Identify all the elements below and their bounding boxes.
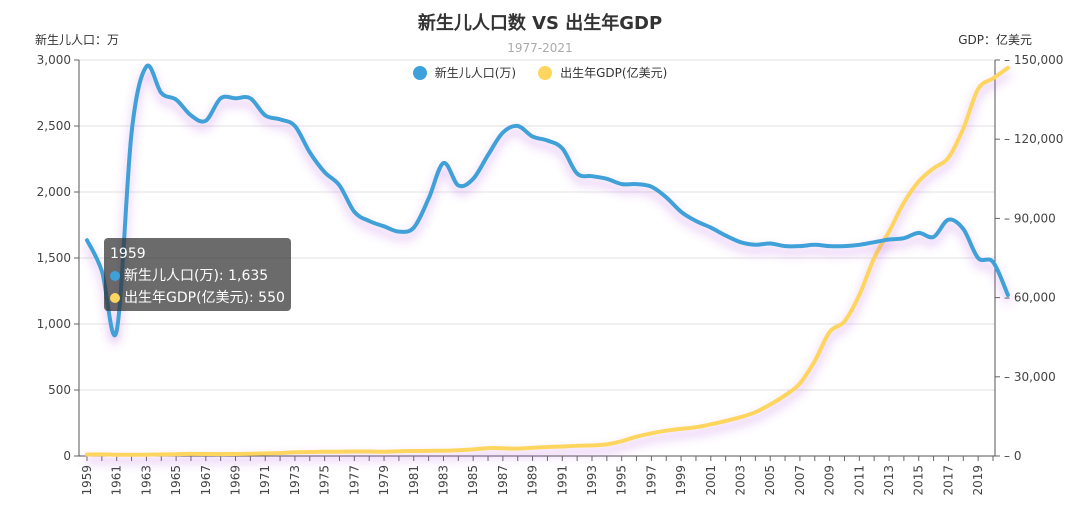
x-tick-label: 1963 <box>139 465 153 496</box>
x-tick-label: 1969 <box>229 465 243 496</box>
gdp-series-line <box>85 65 1010 457</box>
legend-births-label: 新生儿人口(万) <box>434 66 517 80</box>
legend-gdp-icon <box>538 65 553 80</box>
x-tick-label: 1959 <box>80 465 94 496</box>
x-tick-label: 2013 <box>882 465 896 496</box>
left-tick-label: 2,000 <box>37 185 71 199</box>
tooltip-year: 1959 <box>110 246 146 262</box>
right-tick-label: – 0 <box>1004 449 1021 463</box>
tooltip-gdp-text: 出生年GDP(亿美元): 550 <box>124 290 285 306</box>
tooltip-births-text: 新生儿人口(万): 1,635 <box>124 268 269 284</box>
x-tick-label: 1983 <box>436 465 450 496</box>
x-tick-label: 1973 <box>288 465 302 496</box>
x-tick-label: 1991 <box>555 465 569 496</box>
x-tick-label: 1975 <box>318 465 332 496</box>
right-tick-label: – 150,000 <box>1004 53 1063 67</box>
legend-item-gdp[interactable]: 出生年GDP(亿美元) <box>538 64 667 81</box>
tooltip-births-icon <box>110 271 120 281</box>
births-series-line <box>85 63 1010 338</box>
x-tick-label: 1989 <box>526 465 540 496</box>
x-tick-label: 1977 <box>347 465 361 496</box>
legend: 新生儿人口(万) 出生年GDP(亿美元) <box>0 64 1080 81</box>
x-tick-label: 2011 <box>852 465 866 496</box>
left-tick-label: 500 <box>48 383 71 397</box>
left-tick-label: 3,000 <box>37 53 71 67</box>
x-tick-label: 2005 <box>763 465 777 496</box>
x-tick-label: 2015 <box>912 465 926 496</box>
x-tick-label: 2019 <box>971 465 985 496</box>
right-tick-label: – 30,000 <box>1004 370 1056 384</box>
legend-gdp-label: 出生年GDP(亿美元) <box>560 66 668 80</box>
x-tick-label: 1967 <box>199 465 213 496</box>
left-tick-label: 1,000 <box>37 317 71 331</box>
chart-title: 新生儿人口数 VS 出生年GDP <box>417 13 663 34</box>
x-tick-label: 1999 <box>674 465 688 496</box>
chart-subtitle: 1977-2021 <box>507 41 573 55</box>
x-tick-label: 2007 <box>793 465 807 496</box>
x-tick-label: 1965 <box>169 465 183 496</box>
tooltip-row-births: 新生儿人口(万): 1,635 <box>110 265 285 287</box>
x-tick-label: 1971 <box>258 465 272 496</box>
x-tick-label: 2003 <box>734 465 748 496</box>
series-lines <box>85 63 1010 457</box>
left-axis-name: 新生儿人口：万 <box>35 33 120 47</box>
tooltip-gdp-icon <box>110 293 120 303</box>
right-axis-name: GDP：亿美元 <box>958 33 1032 47</box>
x-tick-label: 1995 <box>615 465 629 496</box>
x-tick-label: 1981 <box>407 465 421 496</box>
left-tick-label: 2,500 <box>37 119 71 133</box>
legend-item-births[interactable]: 新生儿人口(万) <box>412 64 517 81</box>
x-tick-label: 2017 <box>941 465 955 496</box>
x-tick-label: 1979 <box>377 465 391 496</box>
x-tick-label: 1993 <box>585 465 599 496</box>
x-tick-label: 1997 <box>644 465 658 496</box>
left-tick-label: 0 <box>63 449 71 463</box>
x-tick-label: 1987 <box>496 465 510 496</box>
axes: 0 500 1,000 1,500 2,000 2,500 3,000 – 0 – 30,000… <box>37 53 1064 496</box>
x-tick-label: 2001 <box>704 465 718 496</box>
x-tick-label: 2009 <box>823 465 837 496</box>
right-tick-label: – 120,000 <box>1004 132 1063 146</box>
right-tick-label: – 60,000 <box>1004 291 1056 305</box>
tooltip-row-gdp: 出生年GDP(亿美元): 550 <box>110 287 285 309</box>
legend-births-icon <box>412 65 427 80</box>
right-tick-label: – 90,000 <box>1004 211 1056 225</box>
tooltip: 1959 新生儿人口(万): 1,635 出生年GDP(亿美元): 550 <box>104 238 291 311</box>
left-tick-label: 1,500 <box>37 251 71 265</box>
x-tick-label: 1985 <box>466 465 480 496</box>
x-tick-label: 1961 <box>110 465 124 496</box>
